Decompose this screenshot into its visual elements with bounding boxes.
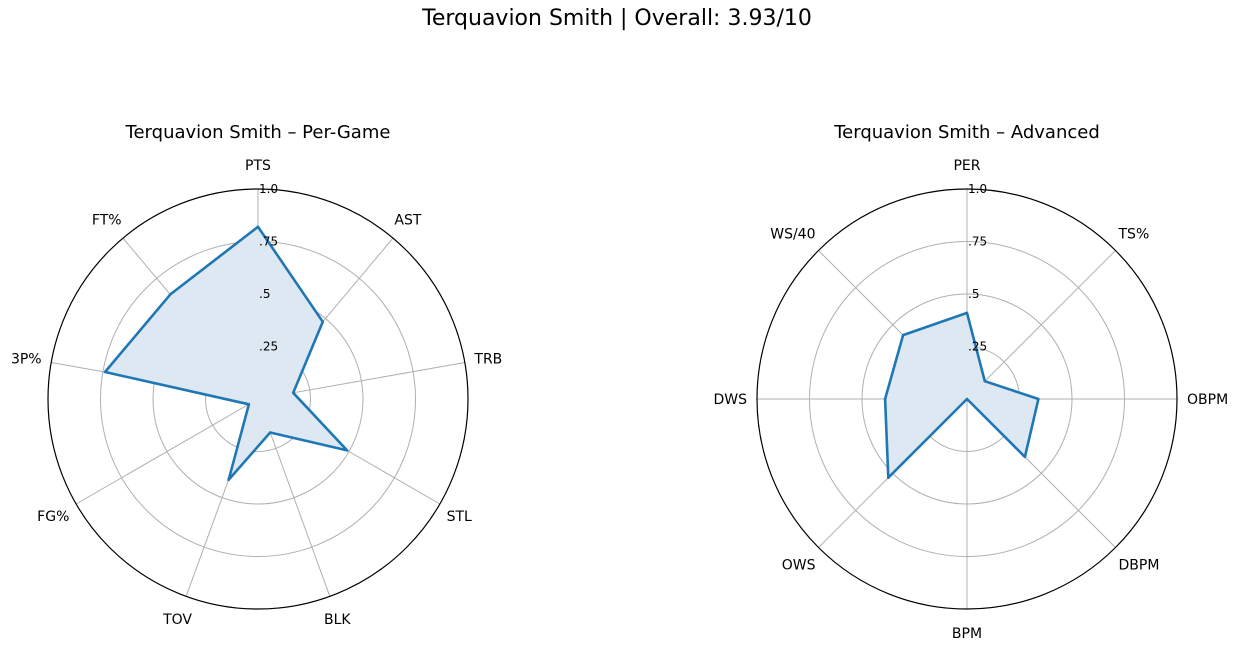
chart1-spoke xyxy=(75,398,259,505)
chart1-point-blk xyxy=(269,431,272,434)
chart1-point-ast xyxy=(321,320,324,323)
chart1-axis-label-ast: AST xyxy=(394,213,421,229)
chart1-axis-label-blk: BLK xyxy=(324,612,351,628)
chart1-area-fill xyxy=(105,226,348,480)
chart2-spoke xyxy=(966,250,1116,400)
chart1-radial-tick-label: .5 xyxy=(259,287,270,301)
chart2-axis-label-bpm: BPM xyxy=(952,626,982,642)
chart2-axis-label-per: PER xyxy=(953,158,980,174)
chart1-outer-frame xyxy=(47,188,469,610)
chart1-series-line xyxy=(103,225,349,482)
chart1-radial-tick-label: 1.0 xyxy=(259,182,278,196)
chart1-axis-label-stl: STL xyxy=(447,509,472,525)
chart1-point-trb xyxy=(292,391,295,394)
chart2-point-ows xyxy=(887,476,890,479)
chart2-radial-tick-label: 1.0 xyxy=(968,182,987,196)
chart2-point-dbpm xyxy=(1023,455,1027,459)
chart1-point-stl xyxy=(345,449,349,452)
chart2-point-bpm xyxy=(965,397,969,401)
chart2-point-obpm xyxy=(1037,397,1040,401)
chart1-point-3p-pct xyxy=(103,370,107,374)
chart2-axis-label-ows: OWS xyxy=(782,558,816,574)
chart2-outer-frame xyxy=(756,188,1178,610)
chart1-axis-label-tov: TOV xyxy=(162,612,192,628)
chart2-point-dws xyxy=(883,397,887,401)
chart1-axis-label-fg-pct: FG% xyxy=(37,509,69,525)
chart1-axis-label-ft-pct: FT% xyxy=(92,213,122,229)
chart1-radial-tick-label: .25 xyxy=(259,340,278,354)
chart2-point-per xyxy=(965,311,969,315)
chart2-axis-label-obpm: OBPM xyxy=(1187,392,1228,408)
chart1-point-fg-pct xyxy=(247,403,251,406)
chart2-radial-tick-label: .5 xyxy=(968,287,979,301)
chart2-axis-label-ts-pct: TS% xyxy=(1118,227,1150,243)
chart2-point-ts-pct xyxy=(983,380,986,383)
chart2-axis-label-dbpm: DBPM xyxy=(1119,558,1160,574)
figure-title: Terquavion Smith | Overall: 3.93/10 xyxy=(422,6,812,31)
chart2-radial-tick-label: .75 xyxy=(968,235,987,249)
chart2-radial-tick-label: .25 xyxy=(968,340,987,354)
chart2-point-ws-40 xyxy=(901,333,905,337)
chart1-axis-label-pts: PTS xyxy=(245,158,271,174)
chart2-axis-label-dws: DWS xyxy=(713,392,747,408)
chart1-axis-label-3p-pct: 3P% xyxy=(11,351,42,367)
chart1-axis-label-trb: TRB xyxy=(473,351,502,367)
chart1-radial-tick-label: .75 xyxy=(259,235,278,249)
chart2-axis-label-ws-40: WS/40 xyxy=(770,227,815,243)
chart1-point-tov xyxy=(227,478,230,482)
chart1-point-pts xyxy=(256,225,260,228)
chart1-point-ft-pct xyxy=(169,293,172,296)
chart2-area-fill xyxy=(885,312,1039,478)
chart1-title: Terquavion Smith – Per-Game xyxy=(125,122,391,143)
chart2-title: Terquavion Smith – Advanced xyxy=(833,122,1100,143)
